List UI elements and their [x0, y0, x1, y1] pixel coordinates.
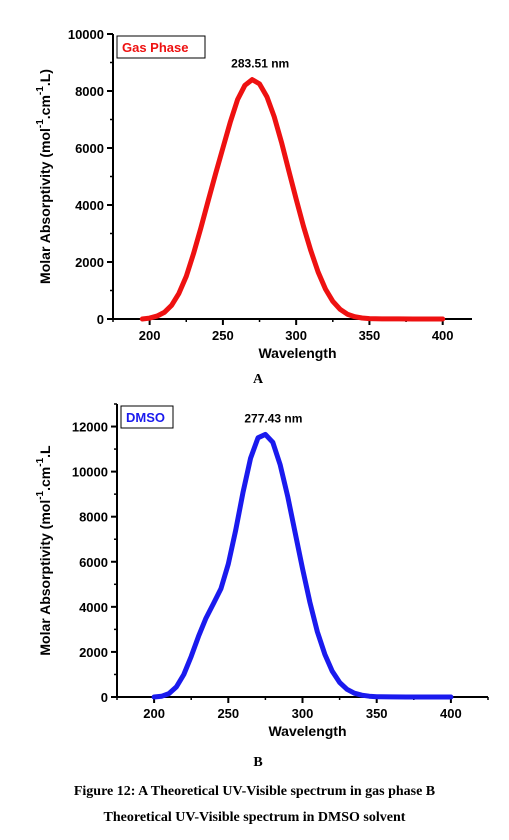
- peak-annotation: 283.51 nm: [231, 57, 289, 71]
- peak-annotation: 277.43 nm: [244, 411, 302, 425]
- legend-box: [116, 35, 206, 59]
- y-tick-label: 6000: [79, 555, 108, 570]
- chart-panel-a: 0 2000 4000 6000 8000 10000 200 250 300 350 400 Wav…: [35, 27, 472, 387]
- y-tick-label: 4000: [79, 600, 108, 615]
- legend-label: Gas Phase: [122, 40, 189, 55]
- x-axis-title: Wavelength: [258, 345, 336, 361]
- x-tick-label: 300: [292, 706, 314, 721]
- x-axis-title: Wavelength: [268, 723, 346, 739]
- y-tick-label: 6000: [75, 141, 104, 156]
- y-tick-label: 2000: [75, 255, 104, 270]
- figure-caption-line-2: Theoretical UV-Visible spectrum in DMSO …: [103, 810, 406, 825]
- y-tick-label: 12000: [72, 420, 108, 435]
- series-line-a: [139, 77, 446, 322]
- y-tick-label: 10000: [72, 465, 108, 480]
- x-tick-label: 250: [212, 328, 234, 343]
- y-axis-title: Molar Absorptivity (mol-1.cm-1.L): [35, 69, 53, 284]
- y-tick-label: 4000: [75, 198, 104, 213]
- y-tick-label: 0: [101, 690, 108, 705]
- y-tick-label: 8000: [79, 510, 108, 525]
- x-tick-label: 200: [139, 328, 161, 343]
- x-tick-label: 400: [440, 706, 462, 721]
- panel-label-b: B: [253, 755, 262, 770]
- legend-box: [120, 405, 174, 429]
- x-tick-label: 300: [285, 328, 307, 343]
- chart-panel-b: 0 2000 4000 6000 8000 10000 12000 200 250 300 350 4…: [35, 403, 489, 770]
- x-tick-label: 350: [366, 706, 388, 721]
- x-tick-label: 350: [359, 328, 381, 343]
- panel-label-a: A: [253, 372, 264, 387]
- series-line-b: [151, 431, 454, 700]
- x-tick-label: 400: [432, 328, 454, 343]
- y-axis-title: Molar Absorptivity (mol-1.cm-1.L: [35, 445, 53, 656]
- y-tick-label: 2000: [79, 645, 108, 660]
- y-tick-label: 8000: [75, 84, 104, 99]
- y-tick-label: 10000: [68, 27, 104, 42]
- x-tick-label: 200: [143, 706, 165, 721]
- legend-label: DMSO: [126, 410, 165, 425]
- x-tick-label: 250: [217, 706, 239, 721]
- y-tick-label: 0: [97, 312, 104, 327]
- figure-caption-line-1: Figure 12: A Theoretical UV-Visible spec…: [73, 784, 436, 799]
